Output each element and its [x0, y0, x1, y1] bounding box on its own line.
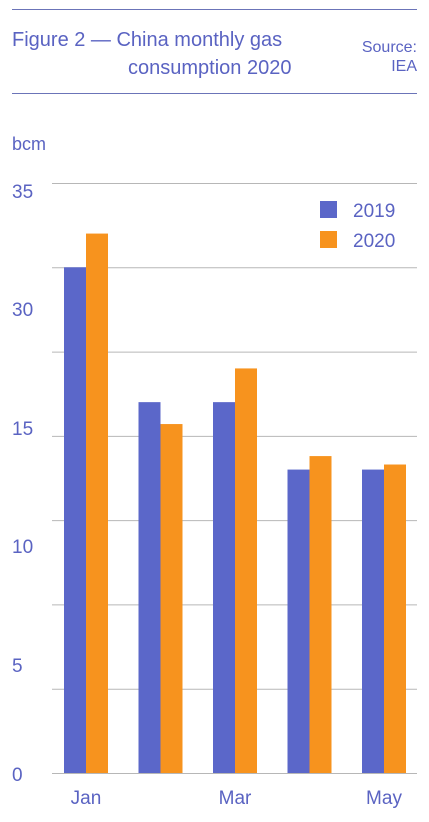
title-line-1: Figure 2 — China monthly gas — [12, 29, 283, 51]
y-tick-label-4: 30 — [12, 300, 33, 321]
bar-2020-feb — [160, 424, 183, 773]
chart-title: Figure 2 — China monthly gas consumption… — [12, 26, 332, 82]
header-rule — [12, 93, 417, 94]
bar-2019-jan — [64, 267, 86, 773]
bar-2019-mar — [213, 402, 235, 773]
y-tick-label-3: 15 — [12, 419, 33, 440]
legend-label-2020: 2020 — [353, 231, 395, 252]
legend-label-2019: 2019 — [353, 201, 395, 222]
y-tick-label-5: 35 — [12, 182, 33, 203]
x-tick-label-jan: Jan — [71, 788, 102, 809]
bar-2019-apr — [287, 469, 310, 773]
bar-2019-feb — [138, 402, 161, 773]
legend-swatch-2020 — [320, 231, 337, 248]
bar-2020-apr — [309, 456, 332, 773]
bar-2019-may — [362, 469, 384, 773]
legend-swatch-2019 — [320, 201, 337, 218]
bar-2020-mar — [235, 368, 257, 773]
source-label: Source: — [361, 39, 417, 56]
x-tick-label-mar: Mar — [219, 788, 252, 809]
top-rule — [12, 9, 417, 10]
y-axis-unit: bcm — [12, 134, 47, 154]
x-tick-label-may: May — [366, 788, 402, 809]
y-tick-label-0: 0 — [12, 765, 23, 786]
y-tick-label-1: 5 — [12, 656, 23, 677]
title-line-2: consumption 2020 — [128, 57, 292, 79]
source-name: IEA — [391, 58, 417, 75]
bar-2020-jan — [86, 233, 108, 774]
y-tick-label-2: 10 — [12, 537, 33, 558]
bar-2020-may — [384, 464, 406, 773]
source-note: Source: IEA — [362, 38, 417, 76]
